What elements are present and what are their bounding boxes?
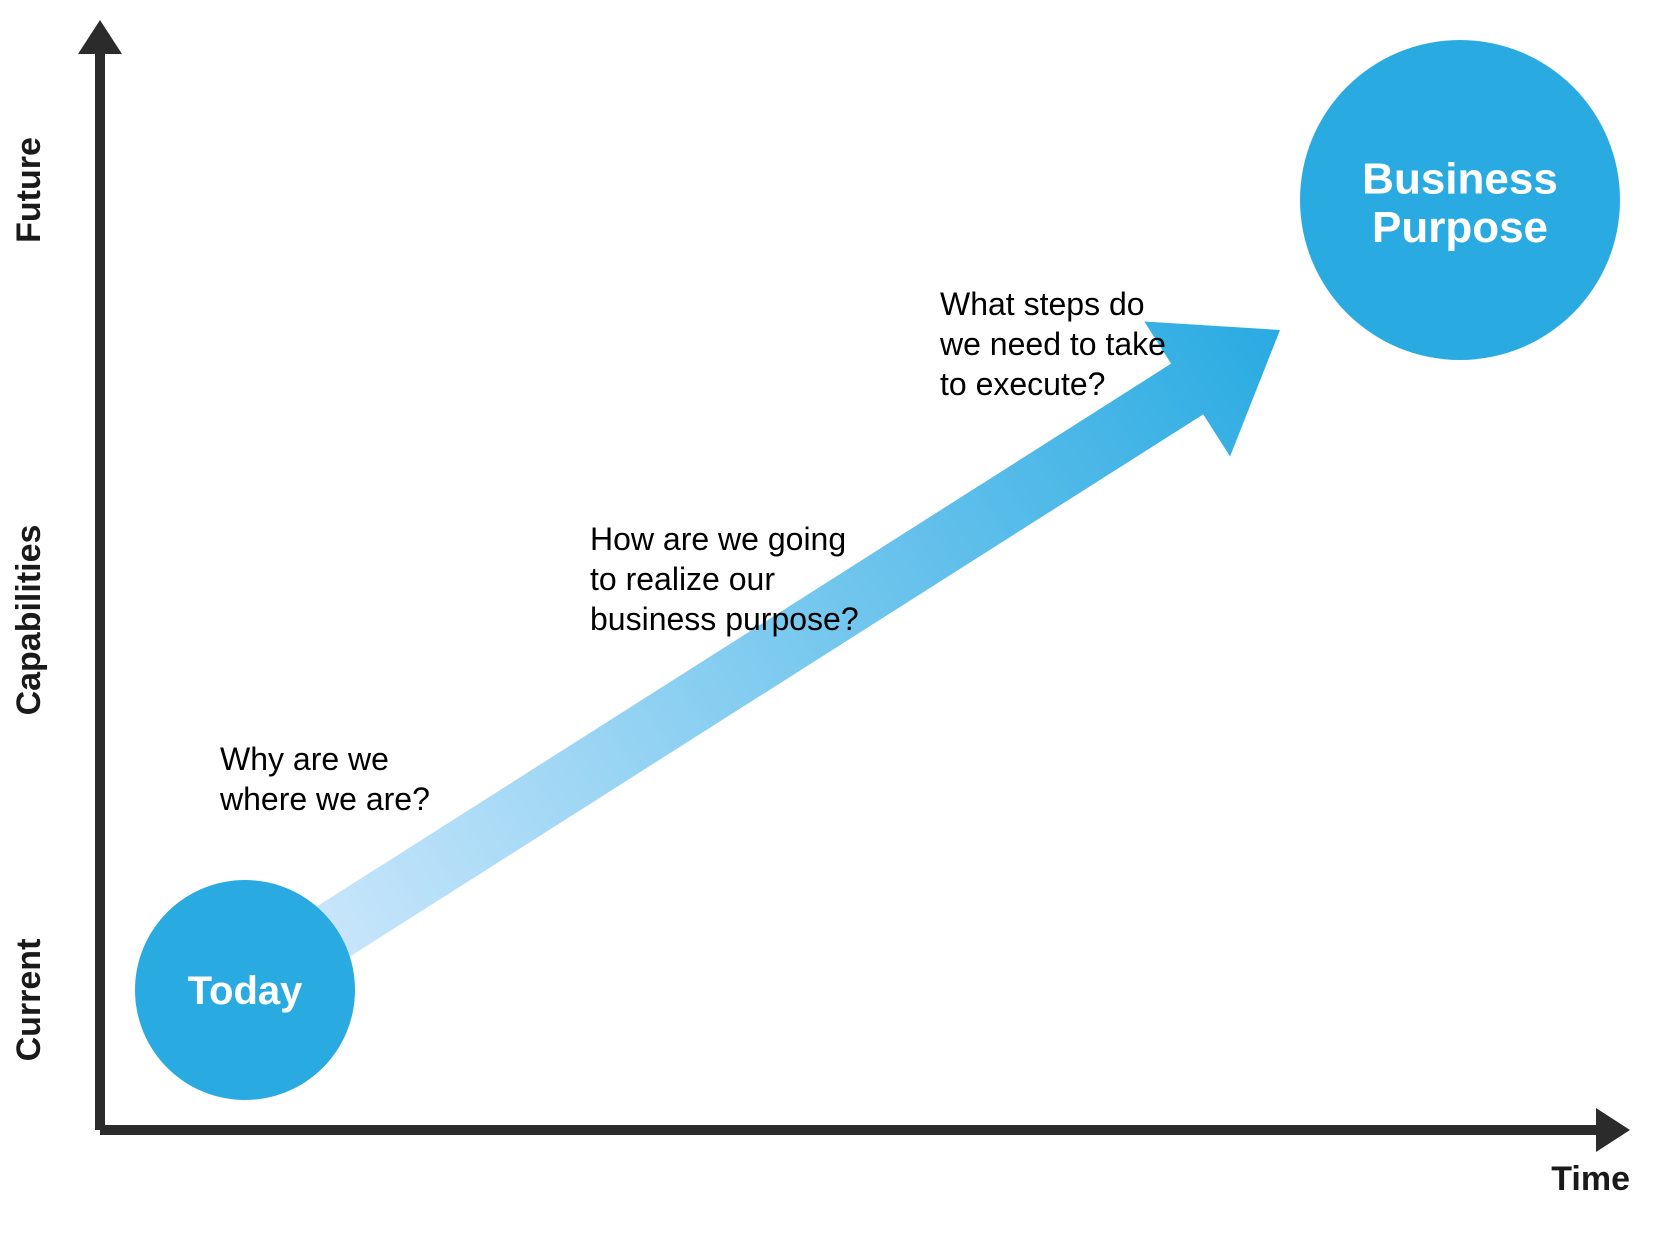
y-axis-section-label: Future: [10, 137, 48, 243]
diagram-svg: Today Business Purpose Time Current Capab…: [0, 0, 1660, 1243]
progress-arrow: [304, 321, 1280, 965]
x-axis-label: Time: [1551, 1160, 1630, 1198]
annotation-how-line: business purpose?: [590, 601, 859, 637]
today-node-label: Today: [188, 969, 304, 1013]
business-purpose-label-line2: Purpose: [1372, 203, 1548, 252]
business-purpose-label-line1: Business: [1362, 154, 1558, 203]
y-axis-section-label: Current: [10, 939, 48, 1062]
annotation-how-line: to realize our: [590, 561, 775, 597]
y-axis-section-label: Capabilities: [10, 525, 48, 716]
annotation-what-line: to execute?: [940, 366, 1105, 402]
annotation-what-line: we need to take: [939, 326, 1166, 362]
annotation-how-line: How are we going: [590, 521, 846, 557]
annotation-what-line: What steps do: [940, 286, 1145, 322]
y-axis-arrowhead: [78, 20, 122, 54]
x-axis-arrowhead: [1596, 1108, 1630, 1152]
diagram-stage: Today Business Purpose Time Current Capab…: [0, 0, 1660, 1243]
annotation-why: Why are we where we are?: [219, 741, 430, 817]
y-axis-sections: Current Capabilities Future: [10, 137, 48, 1061]
annotation-what: What steps do we need to take to execute?: [939, 286, 1166, 402]
annotation-why-line: where we are?: [219, 781, 430, 817]
annotation-how: How are we going to realize our business p…: [590, 521, 859, 637]
annotation-why-line: Why are we: [220, 741, 389, 777]
